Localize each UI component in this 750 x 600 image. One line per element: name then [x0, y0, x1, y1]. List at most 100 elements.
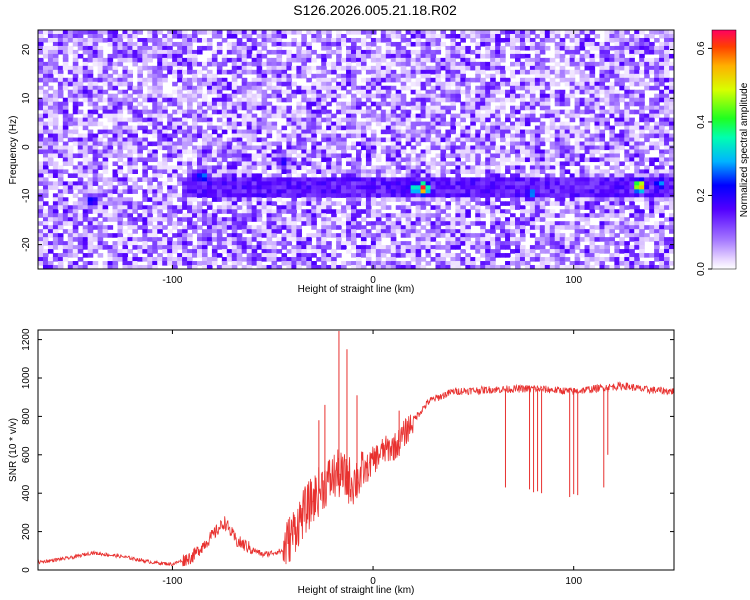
- heatmap-cell: [112, 93, 119, 99]
- heatmap-cell: [291, 30, 297, 35]
- heatmap-cell: [62, 61, 69, 67]
- heatmap-cell: [465, 153, 471, 159]
- heatmap-cell: [92, 261, 99, 266]
- heatmap-cell: [57, 105, 64, 111]
- heatmap-cell: [455, 265, 461, 269]
- heatmap-cell: [365, 121, 372, 127]
- heatmap-cell: [276, 33, 283, 39]
- heatmap-cell: [430, 249, 437, 254]
- heatmap-cell: [455, 201, 461, 206]
- heatmap-cell: [430, 257, 437, 262]
- heatmap-cell: [316, 165, 322, 171]
- heatmap-cell: [341, 153, 347, 159]
- heatmap-cell: [455, 53, 461, 59]
- heatmap-cell: [326, 149, 332, 155]
- heatmap-cell: [534, 193, 541, 198]
- heatmap-cell: [246, 193, 253, 198]
- heatmap-cell: [534, 153, 541, 159]
- heatmap-cell: [415, 53, 422, 59]
- heatmap-cell: [147, 57, 153, 63]
- heatmap-cell: [107, 185, 114, 190]
- heatmap-cell: [440, 109, 447, 115]
- heatmap-cell: [276, 49, 283, 55]
- heatmap-cell: [410, 133, 417, 139]
- heatmap-cell: [529, 245, 536, 250]
- heatmap-cell: [271, 225, 278, 230]
- heatmap-cell: [236, 261, 243, 266]
- heatmap-cell: [162, 97, 168, 103]
- heatmap-cell: [515, 261, 521, 266]
- heatmap-cell: [351, 41, 357, 47]
- heatmap-cell: [246, 93, 253, 99]
- heatmap-cell: [82, 85, 89, 91]
- heatmap-cell: [246, 157, 253, 163]
- heatmap-cell: [360, 145, 367, 151]
- heatmap-cell: [341, 241, 347, 246]
- heatmap-cell: [157, 125, 163, 131]
- heatmap-cell: [485, 73, 491, 79]
- heatmap-cell: [311, 137, 317, 143]
- heatmap-cell: [465, 189, 471, 194]
- heatmap-cell: [380, 73, 387, 79]
- heatmap-cell: [52, 41, 59, 47]
- heatmap-cell: [375, 85, 382, 91]
- heatmap-cell: [400, 93, 407, 99]
- heatmap-cell: [286, 153, 293, 159]
- heatmap-cell: [226, 81, 233, 87]
- heatmap-cell: [226, 177, 233, 182]
- heatmap-cell: [390, 85, 397, 91]
- heatmap-cell: [356, 257, 362, 262]
- heatmap-cell: [231, 189, 238, 194]
- heatmap-cell: [390, 117, 397, 123]
- heatmap-cell: [251, 193, 258, 198]
- heatmap-cell: [152, 261, 158, 266]
- heatmap-cell: [529, 117, 536, 123]
- heatmap-cell: [485, 89, 491, 95]
- heatmap-cell: [92, 149, 99, 155]
- heatmap-cell: [47, 145, 54, 151]
- heatmap-cell: [177, 229, 183, 234]
- heatmap-cell: [435, 81, 442, 87]
- heatmap-cell: [316, 149, 322, 155]
- heatmap-cell: [137, 225, 143, 230]
- heatmap-cell: [559, 129, 566, 135]
- heatmap-cell: [510, 161, 516, 167]
- heatmap-cell: [495, 181, 501, 186]
- heatmap-cell: [92, 209, 99, 214]
- heatmap-cell: [529, 189, 536, 194]
- heatmap-cell: [271, 201, 278, 206]
- heatmap-cell: [112, 81, 119, 87]
- heatmap-cell: [47, 245, 54, 250]
- heatmap-cell: [450, 141, 456, 147]
- heatmap-cell: [341, 133, 347, 139]
- heatmap-cell: [515, 69, 521, 75]
- heatmap-cell: [157, 77, 163, 83]
- heatmap-cell: [157, 105, 163, 111]
- heatmap-cell: [147, 49, 153, 55]
- heatmap-cell: [231, 229, 238, 234]
- heatmap-cell: [157, 121, 163, 127]
- heatmap-cell: [256, 89, 263, 95]
- heatmap-cell: [470, 265, 476, 269]
- heatmap-cell: [132, 265, 138, 269]
- heatmap-cell: [162, 61, 168, 67]
- heatmap-cell: [505, 209, 511, 214]
- heatmap-cell: [519, 81, 526, 87]
- heatmap-cell: [465, 137, 471, 143]
- heatmap-cell: [360, 89, 367, 95]
- heatmap-cell: [231, 181, 238, 186]
- heatmap-cell: [524, 153, 531, 159]
- heatmap-cell: [375, 173, 382, 178]
- heatmap-cell: [236, 205, 243, 210]
- heatmap-cell: [510, 53, 516, 59]
- heatmap-cell: [485, 165, 491, 171]
- heatmap-cell: [231, 173, 238, 178]
- heatmap-cell: [316, 145, 322, 151]
- heatmap-cell: [286, 41, 293, 47]
- heatmap-cell: [539, 189, 546, 194]
- heatmap-cell: [425, 73, 432, 79]
- heatmap-cell: [157, 261, 163, 266]
- heatmap-cell: [256, 65, 263, 71]
- heatmap-cell: [246, 89, 253, 95]
- heatmap-cell: [92, 105, 99, 111]
